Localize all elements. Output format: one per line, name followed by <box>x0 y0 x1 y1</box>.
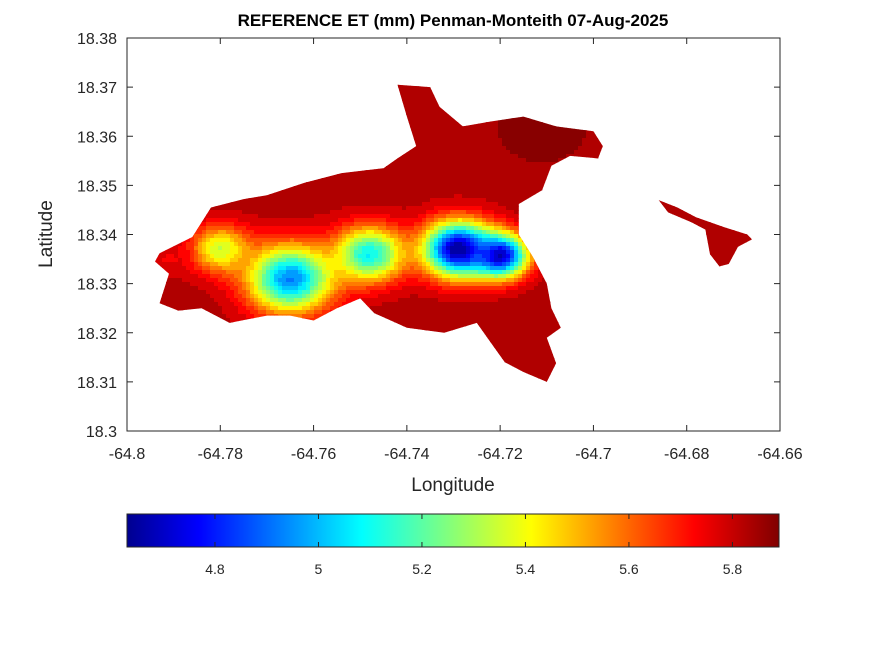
x-tick-label: -64.66 <box>757 446 802 463</box>
colorbar-tick-label: 5.6 <box>619 561 639 577</box>
colorbar-tick-label: 5.2 <box>412 561 432 577</box>
x-tick-label: -64.8 <box>109 446 146 463</box>
chart-title: REFERENCE ET (mm) Penman-Monteith 07-Aug… <box>238 11 669 30</box>
x-tick-label: -64.72 <box>477 446 522 463</box>
colorbar-tick-label: 5 <box>315 561 323 577</box>
x-tick-label: -64.74 <box>384 446 429 463</box>
y-tick-label: 18.31 <box>77 375 117 392</box>
x-axis: -64.8 -64.78 -64.76 -64.74 -64.72 -64.7 -64.68… <box>109 38 803 463</box>
colorbar-tick-label: 5.4 <box>516 561 536 577</box>
y-tick-label: 18.33 <box>77 277 117 294</box>
x-axis-label: Longitude <box>411 475 494 496</box>
y-tick-label: 18.3 <box>86 424 117 441</box>
colorbar-tick-label: 5.8 <box>723 561 743 577</box>
x-tick-label: -64.76 <box>291 446 336 463</box>
x-tick-label: -64.7 <box>575 446 612 463</box>
colorbar-tick-label: 4.8 <box>205 561 225 577</box>
y-tick-label: 18.36 <box>77 129 117 146</box>
y-axis-label: Latitude <box>36 200 57 268</box>
y-tick-label: 18.38 <box>77 31 117 48</box>
x-tick-label: -64.68 <box>664 446 709 463</box>
colorbar <box>126 513 780 548</box>
x-tick-label: -64.78 <box>198 446 243 463</box>
colorbar-ticks: 4.8 5 5.2 5.4 5.6 5.8 <box>205 514 742 577</box>
y-tick-label: 18.37 <box>77 80 117 97</box>
y-tick-label: 18.32 <box>77 326 117 343</box>
y-tick-label: 18.35 <box>77 178 117 195</box>
y-tick-label: 18.34 <box>77 228 117 245</box>
y-axis: 18.3 18.31 18.32 18.33 18.34 18.35 18.36 18.37 1… <box>77 31 780 441</box>
